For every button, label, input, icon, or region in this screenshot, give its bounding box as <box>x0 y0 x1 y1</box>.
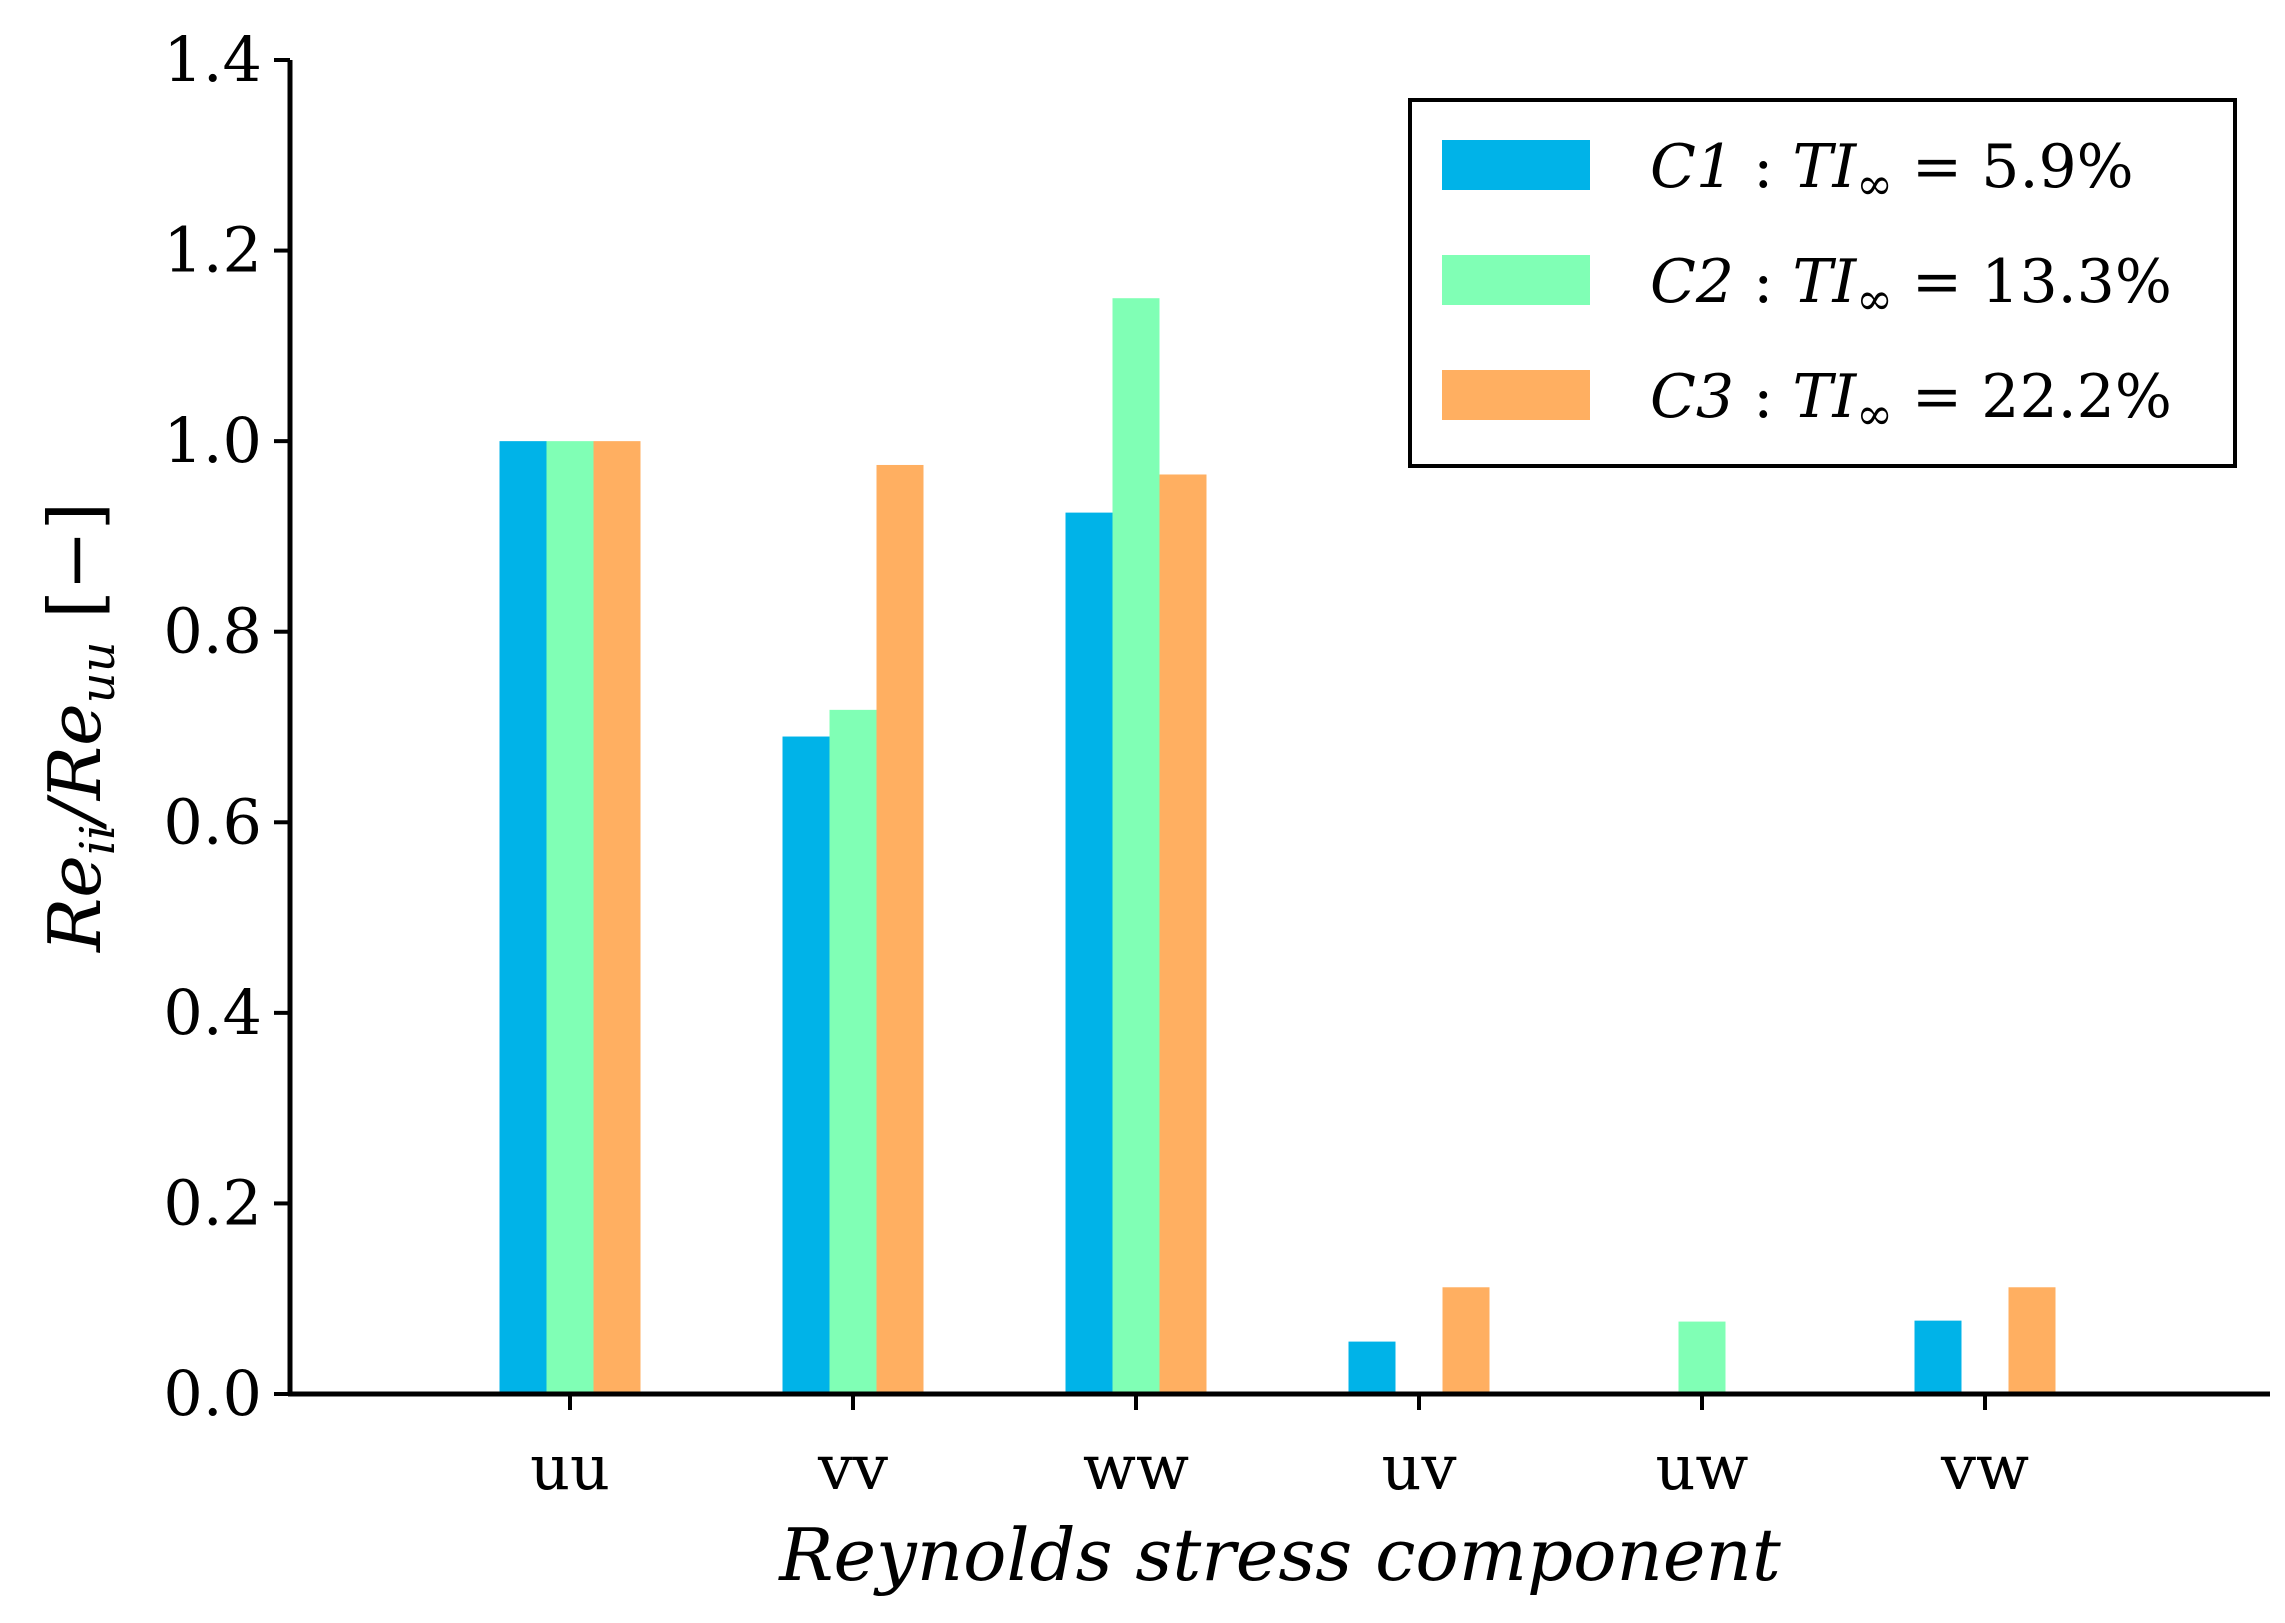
y-tick-label: 1.4 <box>163 23 262 96</box>
y-tick-label: 0.8 <box>163 595 262 668</box>
bar-c2-ww <box>1112 298 1160 1394</box>
y-tick-label: 1.2 <box>163 214 262 287</box>
bar-c1-uv <box>1348 1341 1396 1394</box>
y-tick-label: 0.4 <box>163 976 262 1049</box>
bars-layer <box>499 298 2056 1395</box>
bar-c2-uu <box>546 441 594 1395</box>
bar-c3-ww <box>1159 474 1207 1394</box>
legend-swatch-c1 <box>1442 140 1590 190</box>
x-tick-label-ww: ww <box>1083 1431 1189 1504</box>
bar-c3-vw <box>2008 1287 2056 1394</box>
legend-label-c3: C3 : TI∞ = 22.2% <box>1650 362 2172 440</box>
bar-c3-uu <box>593 441 641 1395</box>
legend-swatch-c2 <box>1442 255 1590 305</box>
bar-c1-vv <box>782 736 830 1394</box>
legend-label-c2: C2 : TI∞ = 13.3% <box>1650 247 2172 325</box>
bar-c2-vv <box>829 709 877 1394</box>
legend-label-c1: C1 : TI∞ = 5.9% <box>1650 132 2134 210</box>
y-ticks: 0.0 0.2 0.4 0.6 0.8 1.0 1.2 1.4 <box>163 23 290 1430</box>
y-tick-label: 0.6 <box>163 785 262 858</box>
x-tick-label-uw: uw <box>1656 1431 1749 1504</box>
y-tick-label: 0.0 <box>163 1357 262 1430</box>
y-axis-title: Reii/Reuu [−] <box>33 502 126 954</box>
x-tick-label-uv: uv <box>1382 1431 1457 1504</box>
x-ticks: uu vv ww uv uw vw <box>530 1394 2029 1504</box>
bar-c3-uv <box>1442 1287 1490 1394</box>
bar-c1-uu <box>499 441 547 1395</box>
legend: C1 : TI∞ = 5.9% C2 : TI∞ = 13.3% C3 : TI∞ … <box>1408 98 2237 468</box>
x-tick-label-uu: uu <box>530 1431 610 1504</box>
y-tick-label: 0.2 <box>163 1166 262 1239</box>
bar-c2-uw <box>1678 1321 1726 1394</box>
x-axis-title: Reynolds stress component <box>777 1513 1782 1597</box>
y-tick-label: 1.0 <box>163 404 262 477</box>
bar-c1-ww <box>1065 512 1113 1394</box>
x-tick-label-vv: vv <box>817 1431 888 1504</box>
bar-c1-vw <box>1914 1320 1962 1394</box>
x-tick-label-vw: vw <box>1940 1431 2029 1504</box>
bar-c3-vv <box>876 464 924 1394</box>
legend-swatch-c3 <box>1442 370 1590 420</box>
